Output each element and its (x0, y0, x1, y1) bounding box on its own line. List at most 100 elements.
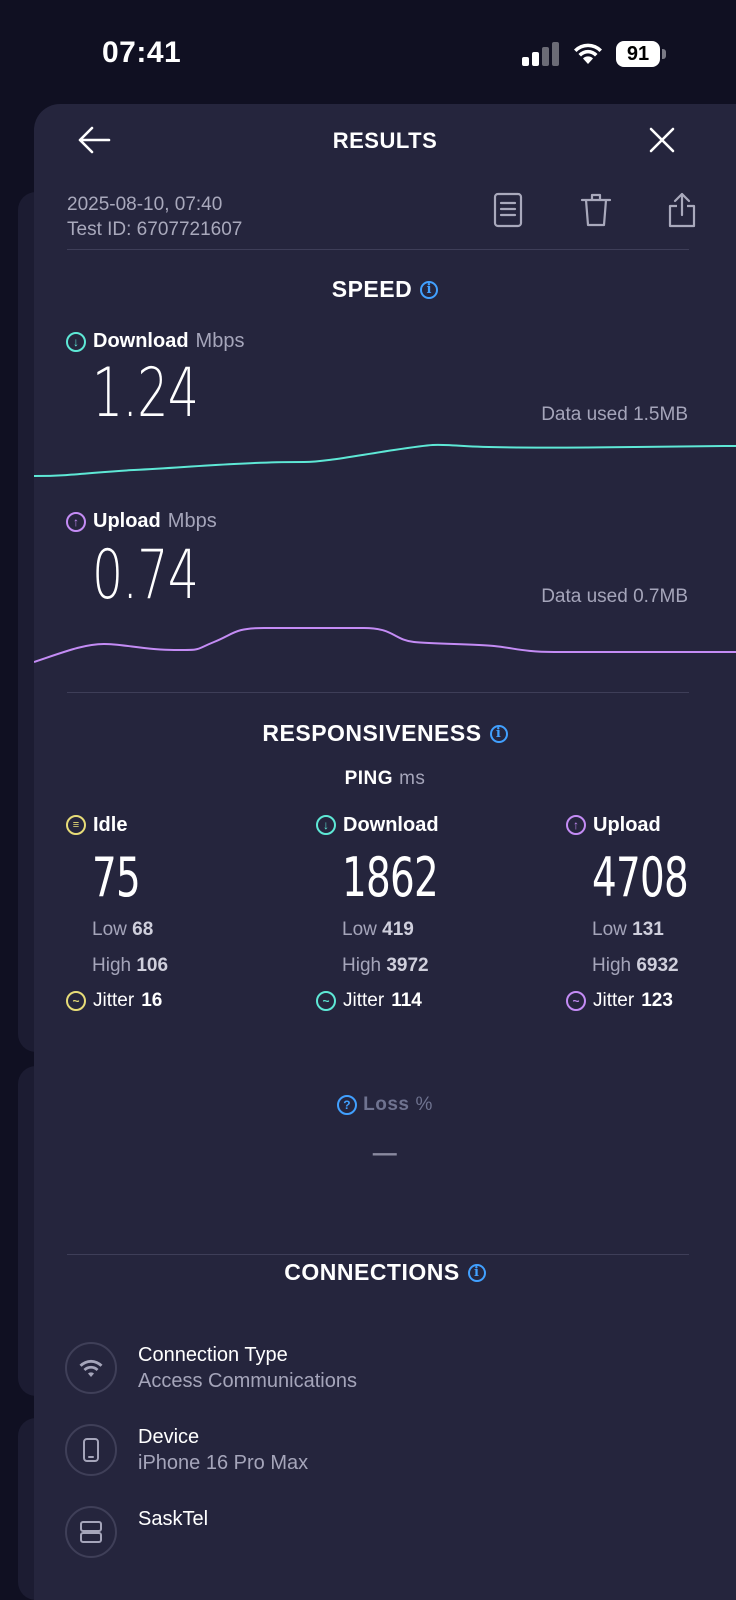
ping-download-value: 1862 (342, 846, 439, 909)
close-icon (649, 127, 675, 153)
delete-button[interactable] (574, 188, 618, 232)
upload-label: Upload (93, 510, 161, 532)
document-icon (493, 192, 523, 228)
upload-unit: Mbps (167, 510, 217, 532)
high-value: 3972 (386, 955, 429, 976)
server-item[interactable]: SaskTel (65, 1506, 685, 1566)
jitter-label: Jitter (593, 990, 635, 1011)
ping-download-column: ↓ Download 1862 Low 419 High 3972 ~ Jitt… (316, 810, 496, 1018)
loss-label: ? Loss % (34, 1094, 736, 1116)
battery-indicator: 91 (616, 41, 660, 67)
download-unit: Mbps (195, 330, 245, 352)
download-speed-label: ↓ Download Mbps (66, 330, 244, 353)
connections-section-title: CONNECTIONS i (34, 1259, 736, 1286)
trash-icon (580, 193, 612, 227)
divider (67, 1254, 689, 1255)
connections-title: CONNECTIONS (284, 1259, 460, 1285)
upload-label: Upload (593, 813, 661, 836)
low-label: Low (592, 919, 627, 940)
back-button[interactable] (72, 118, 116, 162)
jitter-icon: ~ (66, 991, 86, 1011)
low-value: 131 (632, 919, 664, 940)
ping-label: PING (344, 768, 394, 789)
idle-label: Idle (93, 813, 128, 836)
ping-upload-high: High 6932 (592, 948, 736, 984)
close-button[interactable] (640, 118, 684, 162)
connection-type-title: Connection Type (138, 1344, 288, 1366)
phone-icon (65, 1424, 117, 1476)
ping-upload-label: ↑ Upload (566, 810, 736, 840)
ping-idle-jitter: ~ Jitter 16 (66, 984, 246, 1018)
jitter-value: 114 (391, 990, 422, 1011)
download-data-used: Data used 1.5MB (541, 404, 688, 425)
divider (67, 249, 689, 250)
ping-idle-low: Low 68 (92, 912, 246, 948)
upload-arrow-icon: ↑ (66, 511, 86, 532)
ping-upload-value: 4708 (592, 846, 689, 909)
high-label: High (92, 955, 132, 976)
jitter-icon: ~ (566, 991, 586, 1011)
low-label: Low (342, 919, 377, 940)
wifi-icon (65, 1342, 117, 1394)
test-id: Test ID: 6707721607 (67, 219, 243, 240)
ping-download-jitter: ~ Jitter 114 (316, 984, 496, 1018)
info-icon[interactable]: i (420, 280, 439, 299)
help-icon[interactable]: ? (337, 1095, 358, 1115)
responsiveness-title: RESPONSIVENESS (262, 720, 482, 746)
server-title: SaskTel (138, 1508, 209, 1530)
loss-value: — (372, 1140, 398, 1167)
download-speed-graph (34, 443, 736, 477)
ping-unit: ms (399, 768, 426, 789)
loss-title: Loss (363, 1094, 410, 1115)
low-value: 68 (132, 919, 154, 940)
results-sheet: RESULTS 2025-08-10, 07:40 Test ID: 67077… (34, 104, 736, 1600)
share-button[interactable] (660, 188, 704, 232)
speed-section-title: SPEED i (34, 276, 736, 303)
page-title: RESULTS (332, 128, 438, 153)
connection-type-value: Access Communications (138, 1370, 357, 1392)
info-icon[interactable]: i (489, 724, 508, 743)
upload-speed-label: ↑ Upload Mbps (66, 510, 217, 533)
ping-idle-value: 75 (92, 846, 141, 909)
share-icon (668, 192, 696, 228)
info-icon[interactable]: i (467, 1263, 486, 1282)
download-speed-value: 1.24 (92, 354, 199, 433)
status-time: 07:41 (102, 36, 182, 69)
ping-upload-jitter: ~ Jitter 123 (566, 984, 736, 1018)
ping-idle-high: High 106 (92, 948, 246, 984)
upload-speed-graph (34, 627, 736, 663)
high-label: High (592, 955, 632, 976)
details-button[interactable] (486, 188, 530, 232)
wifi-status-icon (574, 43, 602, 64)
jitter-value: 16 (141, 990, 163, 1011)
cellular-signal-icon (522, 42, 560, 66)
download-arrow-icon: ↓ (66, 331, 86, 352)
low-label: Low (92, 919, 127, 940)
ping-download-low: Low 419 (342, 912, 496, 948)
download-arrow-icon: ↓ (316, 815, 336, 835)
speed-title: SPEED (331, 276, 413, 302)
responsiveness-section-title: RESPONSIVENESS i (34, 720, 736, 747)
jitter-value: 123 (641, 990, 673, 1011)
device-item[interactable]: Device iPhone 16 Pro Max (65, 1424, 685, 1484)
ping-download-label: ↓ Download (316, 810, 496, 840)
ping-download-high: High 3972 (342, 948, 496, 984)
upload-data-used: Data used 0.7MB (541, 586, 688, 607)
device-title: Device (138, 1426, 200, 1448)
download-label: Download (343, 813, 439, 836)
loss-unit: % (415, 1094, 433, 1115)
upload-speed-value: 0.74 (92, 536, 199, 615)
ping-upload-low: Low 131 (592, 912, 736, 948)
ping-idle-label: ≡ Idle (66, 810, 246, 840)
high-value: 106 (136, 955, 169, 976)
jitter-label: Jitter (343, 990, 385, 1011)
download-label: Download (93, 330, 189, 352)
battery-nub (662, 49, 666, 59)
jitter-icon: ~ (316, 991, 336, 1011)
high-value: 6932 (636, 955, 679, 976)
high-label: High (342, 955, 382, 976)
connection-type-item[interactable]: Connection Type Access Communications (65, 1342, 685, 1402)
low-value: 419 (382, 919, 414, 940)
ping-heading: PING ms (34, 768, 736, 790)
server-icon (65, 1506, 117, 1558)
